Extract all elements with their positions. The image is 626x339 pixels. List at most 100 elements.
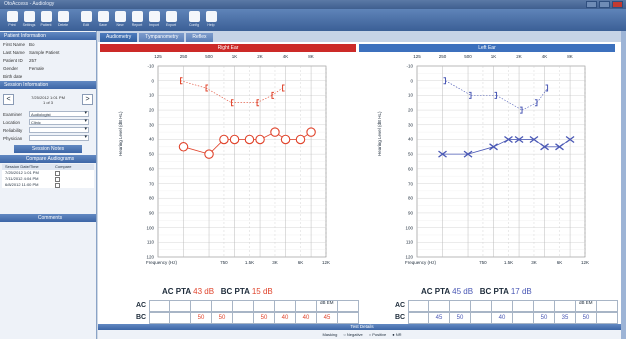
bc-threshold-cell[interactable] <box>408 312 429 324</box>
compare-row[interactable]: 7/25/2012 1:01 PM <box>2 170 94 176</box>
save-button[interactable]: Save <box>95 9 111 31</box>
gender-value: Female <box>29 65 45 71</box>
x-axis-label: Frequency (Hz) <box>405 260 437 265</box>
compare-row[interactable]: 6/8/2012 11:00 PM <box>2 182 94 188</box>
hearing-level-tick: 30 <box>148 122 154 128</box>
bc-threshold-cell[interactable]: 50 <box>450 312 471 324</box>
delete-button[interactable]: Delete <box>55 9 71 31</box>
bc-threshold-cell[interactable] <box>471 312 492 324</box>
bc-threshold-cell[interactable]: 35 <box>555 312 576 324</box>
ac-threshold-cell[interactable] <box>170 300 191 312</box>
bc-threshold-cell[interactable] <box>597 312 618 324</box>
bc-threshold-marker-bracket <box>256 99 260 107</box>
toolbar-button-label: New <box>116 23 124 27</box>
ac-threshold-marker-circle <box>244 134 255 145</box>
print-button[interactable]: Print <box>4 9 20 31</box>
hearing-level-tick: 80 <box>407 195 413 201</box>
bc-threshold-cell[interactable]: 45 <box>429 312 450 324</box>
ac-threshold-cell[interactable] <box>408 300 429 312</box>
new-button[interactable]: New <box>112 9 128 31</box>
ac-threshold-cell[interactable] <box>338 300 359 312</box>
masking-nr-option[interactable]: ● NR <box>392 332 402 337</box>
bc-threshold-cell[interactable] <box>233 312 254 324</box>
bc-threshold-cell[interactable]: 50 <box>254 312 275 324</box>
compare-date: 6/8/2012 11:00 PM <box>5 182 39 187</box>
reliability-select[interactable] <box>29 127 89 133</box>
config-button[interactable]: Config <box>186 9 202 31</box>
settings-button[interactable]: Settings <box>21 9 37 31</box>
tab-audiometry[interactable]: Audiometry <box>100 33 138 42</box>
hearing-level-tick: 40 <box>407 136 413 142</box>
ac-threshold-cell[interactable] <box>534 300 555 312</box>
masking-negative-option[interactable]: ○ Negative <box>343 332 363 337</box>
comments-header[interactable]: Comments <box>0 214 96 222</box>
next-session-button[interactable]: > <box>82 94 93 105</box>
patient-info-header[interactable]: Patient Information <box>0 32 96 40</box>
previous-session-button[interactable]: < <box>3 94 14 105</box>
bc-threshold-cell[interactable] <box>513 312 534 324</box>
ac-threshold-cell[interactable] <box>555 300 576 312</box>
bc-threshold-cell[interactable]: 50 <box>576 312 597 324</box>
bc-threshold-line <box>205 87 232 103</box>
ac-threshold-cell[interactable] <box>212 300 233 312</box>
ac-threshold-cell[interactable] <box>275 300 296 312</box>
edit-button[interactable]: Edit <box>78 9 94 31</box>
close-button[interactable] <box>612 1 623 8</box>
bc-threshold-cell[interactable]: 50 <box>212 312 233 324</box>
examiner-select[interactable]: Audiologist <box>29 111 89 117</box>
bc-threshold-cell[interactable] <box>149 312 170 324</box>
ac-threshold-cell[interactable] <box>254 300 275 312</box>
bc-threshold-cell[interactable]: 40 <box>275 312 296 324</box>
ac-pta-label: AC PTA <box>162 287 191 296</box>
ac-threshold-cell[interactable] <box>296 300 317 312</box>
bc-threshold-cell[interactable]: 40 <box>296 312 317 324</box>
help-button[interactable]: Help <box>203 9 219 31</box>
ac-threshold-cell[interactable] <box>513 300 534 312</box>
ac-threshold-cell[interactable] <box>450 300 471 312</box>
ac-threshold-cell[interactable] <box>191 300 212 312</box>
masking-positive-option[interactable]: ○ Positive <box>368 332 387 337</box>
hearing-level-tick: 60 <box>148 166 154 172</box>
tab-tympanometry[interactable]: Tympanometry <box>139 33 185 42</box>
patient-button[interactable]: Patient <box>38 9 54 31</box>
toolbar-button-label: Import <box>149 23 159 27</box>
bc-threshold-cell[interactable] <box>170 312 191 324</box>
compare-audiograms-header[interactable]: Compare Audiograms <box>0 155 96 163</box>
ac-threshold-cell[interactable] <box>471 300 492 312</box>
bc-threshold-cell[interactable]: 45 <box>317 312 338 324</box>
ac-threshold-cell[interactable] <box>429 300 450 312</box>
ac-threshold-marker-circle <box>204 149 214 159</box>
masking-label: Masking <box>322 332 338 337</box>
compare-row[interactable]: 7/11/2012 4:04 PM <box>2 176 94 182</box>
report-button[interactable]: Report <box>129 9 145 31</box>
hearing-level-tick: 40 <box>148 136 154 142</box>
bc-threshold-cell[interactable]: 50 <box>191 312 212 324</box>
ac-threshold-cell[interactable] <box>597 300 618 312</box>
import-button[interactable]: Import <box>146 9 162 31</box>
bc-threshold-cell[interactable]: 40 <box>492 312 513 324</box>
ac-threshold-cell[interactable] <box>576 300 597 312</box>
compare-checkbox[interactable] <box>55 176 60 182</box>
bc-threshold-cell[interactable]: 50 <box>534 312 555 324</box>
ac-threshold-cell[interactable] <box>233 300 254 312</box>
location-select[interactable]: Clinic <box>29 119 89 125</box>
ac-threshold-cell[interactable] <box>149 300 170 312</box>
bc-threshold-marker-bracket <box>205 84 209 92</box>
ac-threshold-cell[interactable] <box>492 300 513 312</box>
session-info-header[interactable]: Session Information <box>0 81 96 89</box>
test-details-header[interactable]: Test Details <box>98 324 626 330</box>
compare-checkbox[interactable] <box>55 170 60 176</box>
compare-checkbox[interactable] <box>55 182 60 188</box>
examiner-label: Examiner <box>3 111 23 117</box>
tab-reflex[interactable]: Reflex <box>186 33 213 42</box>
ac-threshold-cell[interactable] <box>317 300 338 312</box>
maximize-button[interactable] <box>599 1 610 8</box>
window-title: OtoAccess - Audiology <box>4 1 55 7</box>
physician-select[interactable] <box>29 135 89 141</box>
minimize-button[interactable] <box>586 1 597 8</box>
export-icon <box>165 11 177 22</box>
session-notes-button[interactable]: Session Notes <box>14 145 82 153</box>
export-button[interactable]: Export <box>163 9 179 31</box>
ac-threshold-line <box>467 146 494 155</box>
bc-threshold-cell[interactable] <box>338 312 359 324</box>
